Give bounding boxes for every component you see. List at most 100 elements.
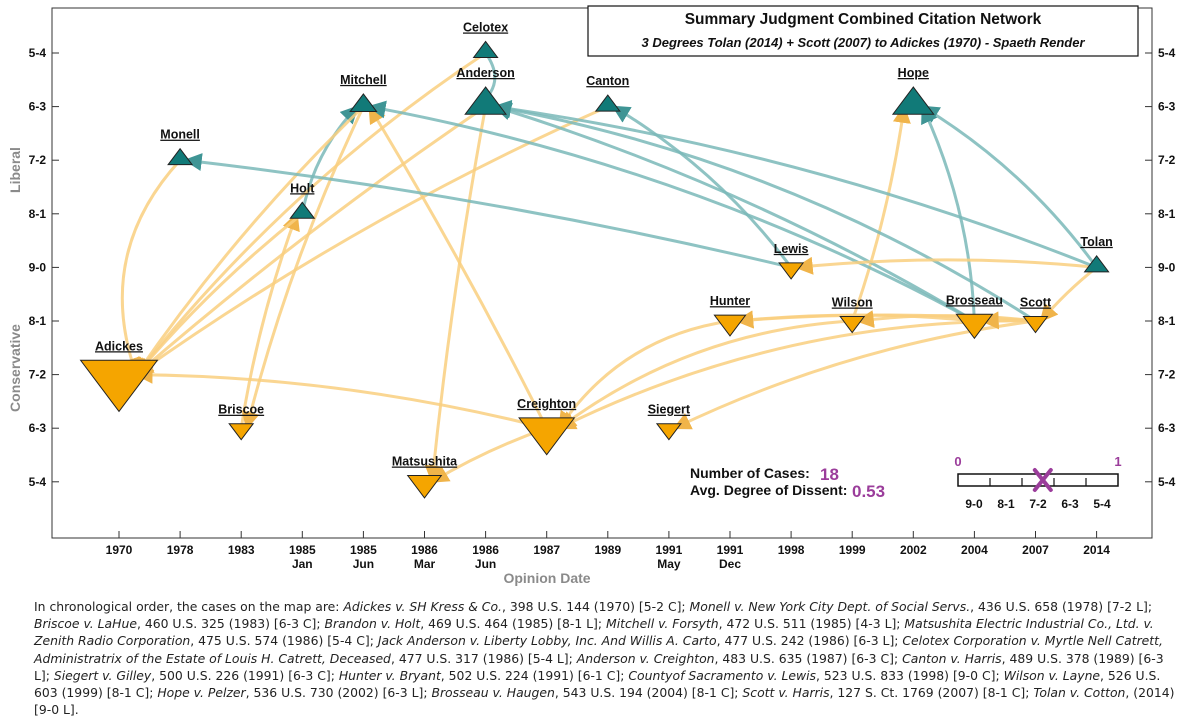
- node-creighton: [518, 417, 576, 456]
- scale-min-label: 0: [954, 454, 961, 469]
- case-name: Hunter v. Bryant: [338, 667, 441, 683]
- x-tick-year: 1991: [717, 543, 744, 557]
- x-tick-sub: Jan: [292, 557, 313, 571]
- y-tick-right: 9-0: [1158, 260, 1176, 274]
- y-tick-right: 5-4: [1158, 475, 1176, 489]
- citation-edge-creighton-to-mitchell: [368, 105, 549, 429]
- chart-subtitle: 3 Degrees Tolan (2014) + Scott (2007) to…: [642, 35, 1086, 50]
- citation-edge-scott-to-anderson: [493, 100, 1037, 323]
- dissent-value: 0.53: [852, 482, 885, 501]
- y-tick-left: 5-4: [29, 475, 47, 489]
- node-lewis: [778, 262, 805, 280]
- y-tick-right: 6-3: [1158, 100, 1176, 114]
- citation-edge-wilson-to-hope: [850, 104, 911, 322]
- label-layer: Adickes Monell Briscoe Holt Mitchell Matsushi…: [95, 20, 1113, 468]
- citation-edge-wilson-to-creighton: [557, 319, 853, 430]
- x-tick-sub: Jun: [353, 557, 374, 571]
- node-label-lewis: Lewis: [774, 242, 809, 256]
- y-tick-left: 6-3: [29, 100, 47, 114]
- y-tick-right: 7-2: [1158, 368, 1176, 382]
- citation-edge-creighton-to-adickes: [134, 365, 548, 430]
- node-label-brosseau: Brosseau: [946, 293, 1003, 307]
- node-wilson: [839, 316, 866, 334]
- node-brosseau: [955, 313, 994, 340]
- x-tick-year: 1985: [350, 543, 377, 557]
- node-adickes: [79, 359, 159, 413]
- scale-tick-label: 8-1: [997, 497, 1015, 511]
- node-label-celotex: Celotex: [463, 20, 508, 34]
- citation-edge-anderson-to-matsushita: [424, 106, 488, 484]
- x-tick-year: 1991: [656, 543, 683, 557]
- node-anderson: [464, 86, 507, 115]
- title-box: Summary Judgment Combined Citation Netwo…: [587, 5, 1139, 57]
- node-label-hope: Hope: [898, 66, 929, 80]
- case-citation: , 460 U.S. 325 (1983) [6-3 C];: [136, 616, 325, 632]
- case-citation: , 477 U.S. 317 (1986) [5-4 L];: [390, 650, 577, 666]
- scale-tick-label: 6-3: [1061, 497, 1079, 511]
- dissent-scale: 0 1 9-0 8-1 7-2 6-3 5-4: [954, 454, 1121, 511]
- x-tick-year: 1985: [289, 543, 316, 557]
- y-tick-right: 7-2: [1158, 153, 1176, 167]
- x-tick-year: 1983: [228, 543, 255, 557]
- case-citation: , 536 U.S. 730 (2002) [6-3 L];: [245, 685, 432, 701]
- x-tick-year: 1987: [533, 543, 560, 557]
- citation-network-chart: 5-4 5-4 6-3 6-3 7-2 7-2 8-1 8-1 9-0 9-0 8-1 8-1 7-2 7…: [7, 5, 1176, 586]
- case-citation: , 398 U.S. 144 (1970) [5-2 C];: [501, 599, 690, 614]
- case-name: Canton v. Harris: [902, 650, 1002, 666]
- node-label-scott: Scott: [1020, 296, 1052, 310]
- tick-layer: 5-4 5-4 6-3 6-3 7-2 7-2 8-1 8-1 9-0 9-0 8-1 8-1 7-2 7…: [29, 46, 1176, 571]
- node-label-matsushita: Matsushita: [392, 455, 458, 469]
- case-name: Briscoe v. LaHue: [34, 616, 137, 632]
- case-name: Celotex Corporation v. Myrtle Nell Catre…: [34, 633, 1163, 666]
- case-name: Tolan v. Cotton: [1033, 685, 1126, 701]
- citation-edge-hunter-to-creighton: [557, 319, 731, 430]
- y-axis-title-conservative: Conservative: [7, 324, 23, 412]
- node-label-adickes: Adickes: [95, 339, 143, 353]
- node-mitchell: [349, 93, 378, 113]
- node-label-hunter: Hunter: [710, 294, 750, 308]
- case-citation: In chronological order, the cases on the…: [34, 599, 344, 614]
- node-label-canton: Canton: [586, 74, 629, 88]
- citation-edge-lewis-to-monell: [183, 153, 792, 269]
- stats-block: Number of Cases: 18 Avg. Degree of Disse…: [690, 465, 885, 501]
- x-tick-year: 1999: [839, 543, 866, 557]
- case-name: Siegert v. Gilley: [53, 667, 152, 683]
- case-citation: , 526 U.S. 603 (1999) [8-1 C];: [34, 667, 1161, 701]
- node-briscoe: [228, 423, 255, 441]
- case-citation: , (2014) [9-0 L].: [34, 685, 1175, 718]
- node-tolan: [1083, 255, 1110, 273]
- y-tick-left: 7-2: [29, 368, 47, 382]
- citation-edge-monell-to-adickes: [120, 159, 182, 377]
- case-name: Anderson v. Creighton: [576, 650, 715, 666]
- y-tick-left: 7-2: [29, 153, 47, 167]
- citation-edge-canton-to-adickes: [134, 105, 609, 376]
- x-tick-year: 1986: [411, 543, 438, 557]
- citation-edge-scott-to-wilson: [855, 310, 1036, 329]
- case-citation: , 523 U.S. 833 (1998) [9-0 C];: [816, 667, 1004, 683]
- y-tick-left: 8-1: [29, 207, 47, 221]
- case-name: Brosseau v. Haugen: [431, 685, 555, 701]
- x-tick-year: 1970: [106, 543, 133, 557]
- x-axis-title: Opinion Date: [503, 570, 590, 586]
- edge-layer: [120, 51, 1098, 484]
- citation-edge-holt-to-adickes: [135, 212, 304, 376]
- node-label-anderson: Anderson: [456, 66, 514, 80]
- case-citation: , 477 U.S. 242 (1986) [6-3 L];: [716, 633, 903, 649]
- case-citation: , 472 U.S. 511 (1985) [4-3 L];: [718, 616, 905, 632]
- node-holt: [289, 201, 316, 219]
- dissent-label: Avg. Degree of Dissent:: [690, 482, 847, 498]
- case-name: Adickes v. SH Kress & Co.: [343, 599, 502, 614]
- citation-edge-anderson-to-adickes: [134, 105, 487, 376]
- node-label-mitchell: Mitchell: [340, 73, 387, 87]
- x-tick-year: 2014: [1083, 543, 1110, 557]
- case-list-caption: In chronological order, the cases on the…: [34, 598, 1179, 718]
- node-label-tolan: Tolan: [1080, 235, 1112, 249]
- dissent-marker-icon: [1032, 468, 1053, 492]
- scale-max-label: 1: [1114, 454, 1121, 469]
- citation-edge-lewis-to-canton: [611, 105, 793, 269]
- citation-edge-tolan-to-scott: [1039, 266, 1098, 323]
- citation-edge-mitchell-to-briscoe: [241, 105, 365, 430]
- citation-edge-holt-to-mitchell: [300, 105, 359, 215]
- node-layer: [79, 40, 1110, 499]
- case-citation: , 502 U.S. 224 (1991) [6-1 C];: [440, 667, 629, 683]
